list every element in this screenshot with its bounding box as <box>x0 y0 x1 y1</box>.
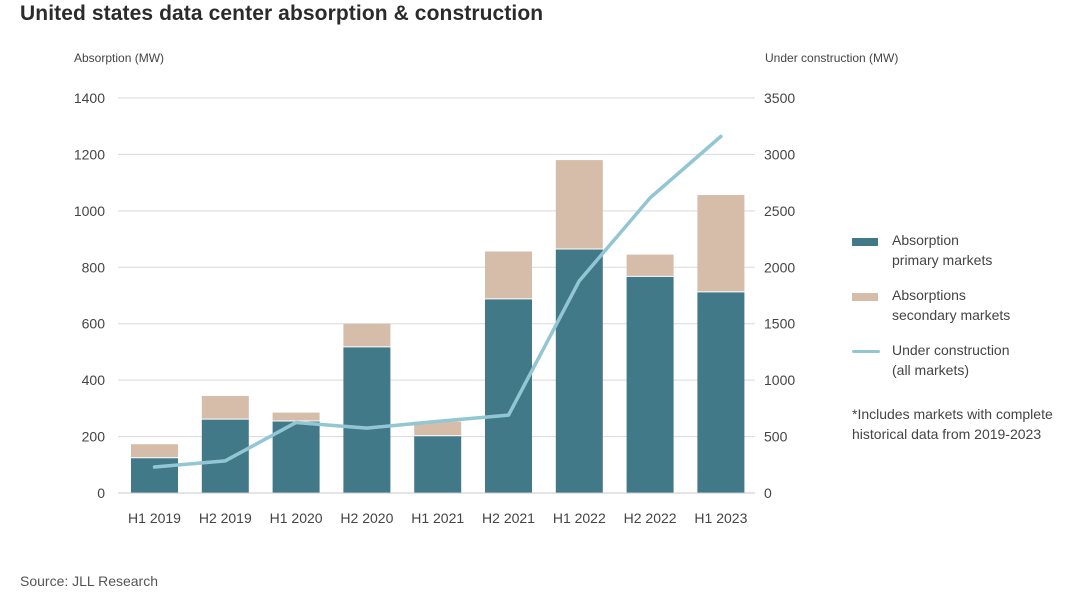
y-tick-label: 800 <box>82 259 106 275</box>
bar-secondary <box>343 323 391 347</box>
x-tick-label: H1 2020 <box>270 510 323 526</box>
bar-secondary <box>131 444 178 458</box>
bar-primary <box>485 298 532 493</box>
legend-label-secondary-line2: secondary markets <box>892 306 1011 323</box>
y2-axis-label: Under construction (MW) <box>765 51 899 65</box>
legend-swatch-primary <box>852 238 878 246</box>
footnote-line1: *Includes markets with complete <box>852 406 1053 422</box>
bar-primary <box>272 421 320 493</box>
x-tick-label: H2 2022 <box>624 510 677 526</box>
y-tick-label: 400 <box>82 372 106 388</box>
footnote-line2: historical data from 2019-2023 <box>852 425 1042 442</box>
bar-primary <box>626 276 674 493</box>
bar-primary <box>414 435 462 493</box>
y-axis-label: Absorption (MW) <box>74 51 165 65</box>
x-tick-label: H1 2019 <box>128 510 181 526</box>
y-tick-label: 1200 <box>74 146 105 162</box>
x-tick-label: H1 2022 <box>553 510 606 526</box>
x-tick-label: H2 2019 <box>199 510 252 526</box>
bar-primary <box>697 291 745 493</box>
legend-label-construction-line2: (all markets) <box>892 361 970 378</box>
x-tick-label: H1 2021 <box>411 510 464 526</box>
y2-tick-label: 0 <box>764 485 772 501</box>
legend-swatch-construction <box>852 350 880 353</box>
y-tick-label: 200 <box>82 429 106 445</box>
y2-tick-label: 2000 <box>764 259 795 275</box>
bar-primary <box>555 248 603 493</box>
bar-primary <box>343 346 391 493</box>
bar-secondary <box>201 395 249 420</box>
bar-secondary <box>626 254 674 277</box>
bar-secondary <box>697 195 745 292</box>
series-line-under-construction <box>152 134 723 469</box>
y-tick-label: 1400 <box>74 90 105 106</box>
legend-label-primary-line2: primary markets <box>892 251 993 268</box>
legend-label-primary-line1: Absorption <box>892 232 959 248</box>
y-tick-label: 0 <box>97 485 105 501</box>
x-tick-label: H2 2020 <box>340 510 393 526</box>
legend-label-secondary-line1: Absorptions <box>892 287 966 303</box>
bar-secondary <box>414 421 462 436</box>
legend-swatch-secondary <box>852 293 878 301</box>
y-tick-label: 600 <box>82 316 106 332</box>
y2-tick-label: 1000 <box>764 372 795 388</box>
y2-tick-label: 500 <box>764 429 788 445</box>
y2-tick-label: 1500 <box>764 316 795 332</box>
bar-primary <box>131 457 178 493</box>
source-text: Source: JLL Research <box>20 573 158 589</box>
y2-tick-label: 3500 <box>764 90 795 106</box>
x-tick-label: H2 2021 <box>482 510 535 526</box>
y2-tick-label: 2500 <box>764 203 795 219</box>
y2-tick-label: 3000 <box>764 146 795 162</box>
footnote: *Includes markets with complete historic… <box>852 405 1087 444</box>
bar-secondary <box>272 412 320 422</box>
legend-label-construction-line1: Under construction <box>892 342 1010 358</box>
chart-title: United states data center absorption & c… <box>20 2 544 25</box>
y-tick-label: 1000 <box>74 203 105 219</box>
bar-secondary <box>555 160 603 249</box>
bar-secondary <box>485 251 532 299</box>
bar-primary <box>201 419 249 493</box>
x-tick-label: H1 2023 <box>694 510 747 526</box>
